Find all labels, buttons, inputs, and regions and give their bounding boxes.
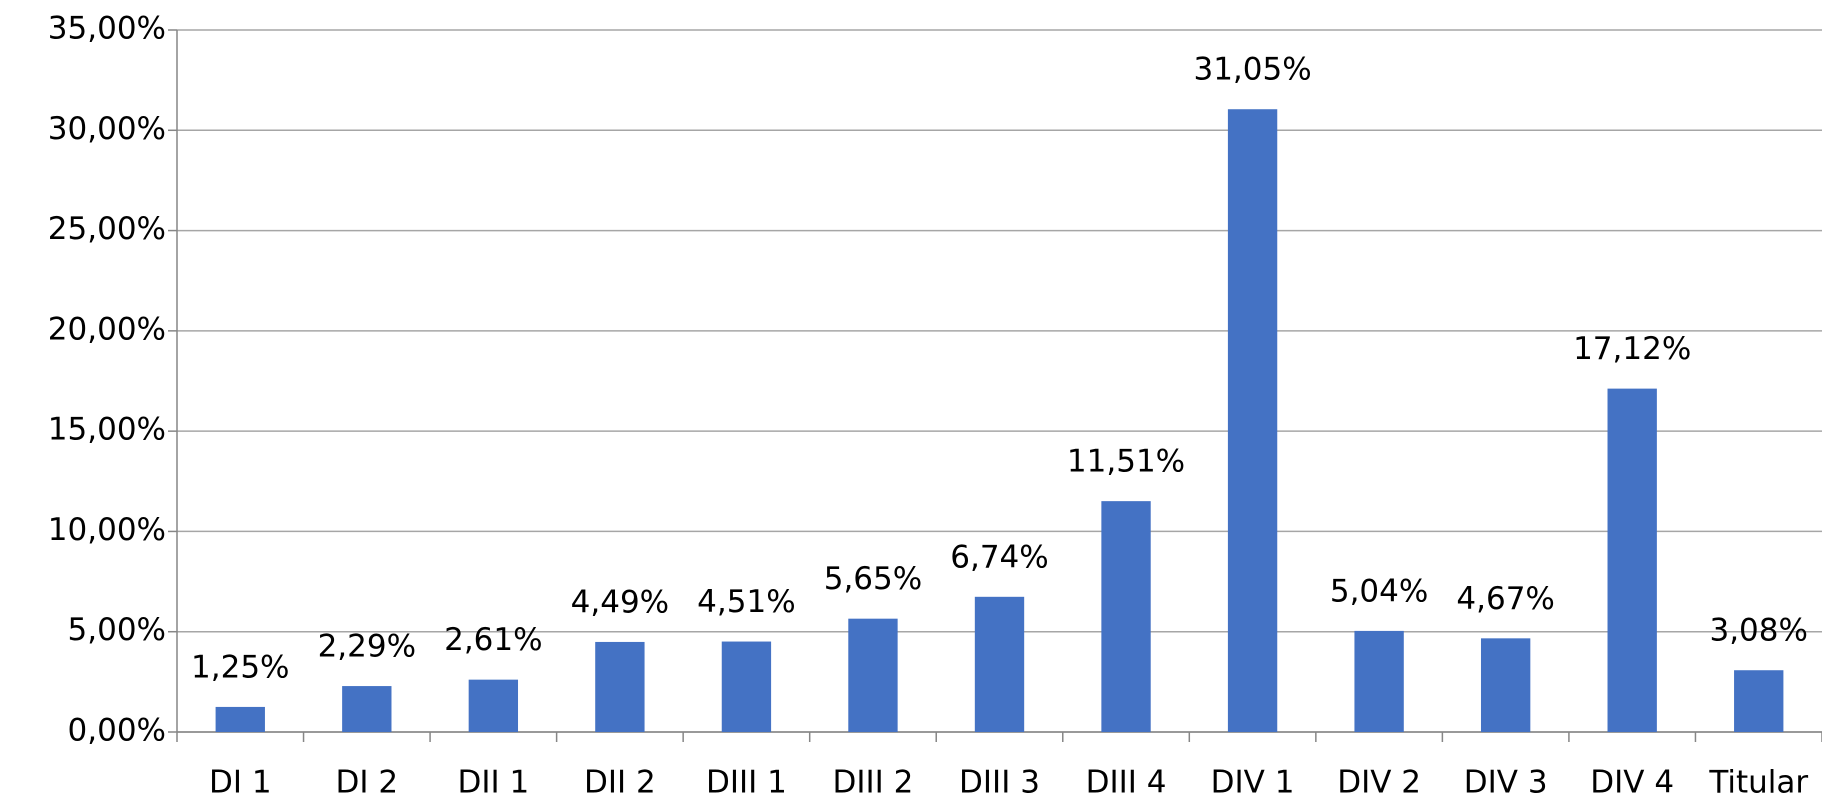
y-tick-label: 15,00% xyxy=(48,412,166,448)
data-label: 4,49% xyxy=(571,584,669,620)
y-tick-label: 30,00% xyxy=(48,111,166,147)
data-label: 6,74% xyxy=(950,539,1048,575)
bar xyxy=(595,641,645,732)
x-tick-label: DIII 4 xyxy=(1086,765,1167,801)
bar xyxy=(215,706,265,732)
y-tick-label: 35,00% xyxy=(48,11,166,47)
bar xyxy=(1734,670,1784,732)
data-label: 11,51% xyxy=(1067,444,1185,480)
bar xyxy=(1354,630,1404,732)
bar xyxy=(468,679,519,732)
bar xyxy=(721,641,772,732)
x-tick-label: DII 2 xyxy=(584,765,656,801)
y-tick-label: 25,00% xyxy=(48,211,166,247)
y-tick-label: 10,00% xyxy=(48,512,166,548)
bar xyxy=(848,618,898,732)
data-label: 4,67% xyxy=(1456,581,1554,617)
x-tick-label: DIV 2 xyxy=(1337,765,1421,801)
bar xyxy=(1101,501,1151,732)
x-tick-label: DIV 4 xyxy=(1590,765,1674,801)
data-label: 2,61% xyxy=(444,622,542,658)
x-tick-label: DIII 2 xyxy=(833,765,914,801)
data-label: 3,08% xyxy=(1709,613,1807,649)
x-tick-label: DI 1 xyxy=(209,765,272,801)
bar xyxy=(1607,388,1657,732)
data-label: 5,04% xyxy=(1330,573,1428,609)
x-tick-label: Titular xyxy=(1708,765,1808,801)
x-tick-label: DIII 3 xyxy=(959,765,1040,801)
y-tick-label: 0,00% xyxy=(68,713,166,749)
x-tick-label: DIII 1 xyxy=(706,765,787,801)
bar xyxy=(974,596,1025,732)
bar xyxy=(1480,638,1531,732)
data-label: 4,51% xyxy=(697,584,795,620)
y-tick-label: 20,00% xyxy=(48,311,166,347)
x-tick-label: DII 1 xyxy=(457,765,529,801)
bar xyxy=(342,686,392,732)
x-tick-label: DI 2 xyxy=(336,765,399,801)
data-label: 5,65% xyxy=(824,561,922,597)
data-label: 2,29% xyxy=(318,629,416,665)
x-tick-label: DIV 3 xyxy=(1464,765,1548,801)
data-label: 1,25% xyxy=(191,649,289,685)
data-label: 17,12% xyxy=(1573,331,1691,367)
bar xyxy=(1227,109,1278,733)
data-label: 31,05% xyxy=(1193,52,1311,88)
y-tick-label: 5,00% xyxy=(68,612,166,648)
x-tick-label: DIV 1 xyxy=(1211,765,1295,801)
